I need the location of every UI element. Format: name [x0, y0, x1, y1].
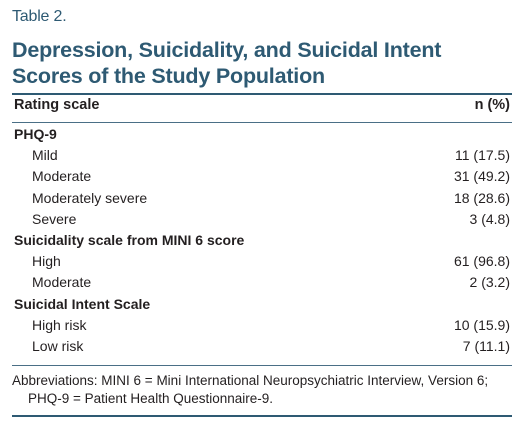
table-row-group-phq9: PHQ-9	[12, 124, 512, 145]
table-row: Moderate 2 (3.2)	[12, 272, 512, 293]
table-end-rule	[12, 415, 512, 417]
table-row: Low risk 7 (11.1)	[12, 336, 512, 357]
row-label: High	[32, 253, 61, 270]
row-value: 3 (4.8)	[469, 210, 510, 227]
row-value: 31 (49.2)	[453, 168, 510, 185]
row-value: 11 (17.5)	[455, 147, 510, 164]
row-label: Moderate	[32, 274, 92, 291]
table-top-rule	[12, 93, 512, 95]
row-label: Moderate	[32, 168, 92, 185]
table-row-group-mini6: Suicidality scale from MINI 6 score	[12, 230, 512, 251]
table-title-line-2: Scores of the Study Population	[12, 64, 325, 88]
footnote-line-1: Abbreviations: MINI 6 = Mini Internation…	[12, 373, 489, 388]
row-label: Suicidality scale from MINI 6 score	[14, 231, 245, 248]
table-body: PHQ-9 Mild 11 (17.5) Moderate 31 (49.2) …	[12, 124, 512, 357]
table-bottom-rule	[12, 365, 512, 366]
column-header-n-percent: n (%)	[474, 97, 510, 113]
row-label: Moderately severe	[32, 189, 148, 206]
row-label: Mild	[32, 147, 58, 164]
row-label: Severe	[32, 210, 77, 227]
table-header-row: Rating scale n (%)	[12, 97, 512, 119]
row-label: Low risk	[32, 337, 84, 354]
row-value: 18 (28.6)	[453, 189, 510, 206]
row-label: Suicidal Intent Scale	[14, 295, 151, 312]
row-label: PHQ-9	[14, 126, 57, 142]
row-value: 61 (96.8)	[453, 253, 510, 270]
row-value: 10 (15.9)	[453, 316, 510, 333]
row-label: High risk	[32, 316, 87, 333]
column-header-rating-scale: Rating scale	[14, 97, 100, 113]
row-value: 7 (11.1)	[462, 337, 510, 354]
table-title-line-1: Depression, Suicidality, and Suicidal In…	[12, 38, 442, 62]
table-row: Moderately severe 18 (28.6)	[12, 188, 512, 209]
table-row: High 61 (96.8)	[12, 251, 512, 272]
table-label: Table 2.	[12, 8, 67, 25]
table-row-group-suicidal-intent: Suicidal Intent Scale	[12, 294, 512, 315]
table-row: Severe 3 (4.8)	[12, 209, 512, 230]
table-row: High risk 10 (15.9)	[12, 315, 512, 336]
table-row: Mild 11 (17.5)	[12, 145, 512, 166]
table-row: Moderate 31 (49.2)	[12, 166, 512, 187]
table-footnote: Abbreviations: MINI 6 = Mini Internation…	[12, 372, 512, 408]
row-value: 2 (3.2)	[469, 274, 510, 291]
table-header-rule	[12, 122, 512, 123]
table-title: Depression, Suicidality, and Suicidal In…	[12, 37, 512, 89]
footnote-line-2: PHQ-9 = Patient Health Questionnaire-9.	[28, 391, 274, 406]
